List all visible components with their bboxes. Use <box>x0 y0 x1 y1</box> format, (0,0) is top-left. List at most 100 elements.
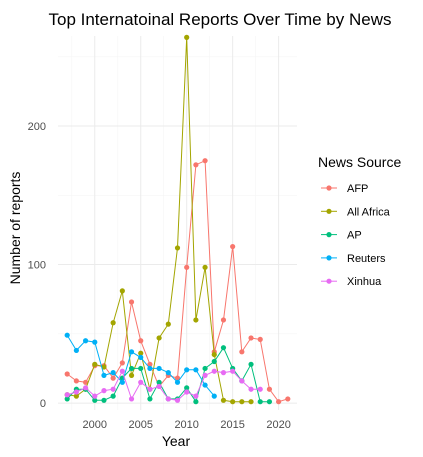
data-point <box>138 379 144 385</box>
legend-label: AP <box>347 230 362 242</box>
legend-label: All Africa <box>347 206 391 218</box>
x-tick-label: 2020 <box>266 419 290 431</box>
data-point <box>165 321 171 327</box>
data-point <box>128 365 135 372</box>
data-point <box>156 335 162 341</box>
data-point <box>174 379 181 385</box>
data-point <box>82 385 89 391</box>
data-point <box>128 299 135 305</box>
data-point <box>92 397 98 403</box>
data-point <box>138 365 144 372</box>
x-tick-label: 2000 <box>83 419 107 431</box>
data-point <box>156 365 162 372</box>
data-point <box>220 370 227 376</box>
data-point <box>119 379 125 385</box>
data-point <box>266 386 273 392</box>
data-point <box>156 383 162 390</box>
legend-title: News Source <box>318 154 401 170</box>
data-point <box>73 378 79 384</box>
data-point <box>248 361 254 367</box>
data-point <box>119 360 125 366</box>
data-point <box>276 399 282 405</box>
data-point <box>239 378 245 384</box>
data-point <box>82 379 89 385</box>
data-point <box>64 396 70 402</box>
data-point <box>73 389 79 395</box>
data-point <box>147 361 153 367</box>
data-point <box>184 385 190 391</box>
series-layer <box>64 34 291 405</box>
data-point <box>92 393 98 399</box>
data-point <box>92 339 98 345</box>
ticks: 2000 2005 2010 2015 2020 0 100 200 <box>28 121 291 431</box>
data-point <box>202 365 208 372</box>
legend-label: Reuters <box>347 253 386 265</box>
data-point <box>202 372 208 378</box>
legend-key-point <box>326 232 332 238</box>
legend-item: AP <box>321 230 362 242</box>
data-point <box>174 245 181 251</box>
data-point <box>257 386 263 392</box>
data-point <box>184 264 190 270</box>
data-point <box>73 393 79 399</box>
data-point <box>92 361 98 367</box>
data-point <box>138 354 144 360</box>
data-point <box>147 386 153 392</box>
data-point <box>193 317 199 323</box>
data-point <box>257 399 263 405</box>
data-point <box>147 365 153 372</box>
data-point <box>230 399 236 405</box>
data-point <box>101 372 107 378</box>
data-point <box>202 382 208 388</box>
data-point <box>230 368 236 374</box>
legend-item: All Africa <box>321 206 391 218</box>
data-point <box>220 317 227 323</box>
data-point <box>64 371 70 377</box>
y-tick-label: 0 <box>40 398 46 410</box>
x-tick-label: 2010 <box>174 419 198 431</box>
legend: News Source AFP All Africa AP Reuters Xinhua <box>318 154 401 288</box>
series-line <box>67 369 261 401</box>
y-axis-title: Number of reports <box>7 172 23 285</box>
data-point <box>248 399 254 405</box>
data-point <box>110 375 116 381</box>
data-point <box>110 393 116 399</box>
data-point <box>165 370 171 376</box>
x-tick-label: 2005 <box>128 419 152 431</box>
data-point <box>193 399 199 405</box>
data-point <box>211 368 217 374</box>
series-reuters <box>64 332 217 399</box>
data-point <box>220 345 227 351</box>
data-point <box>138 338 144 344</box>
x-axis-title: Year <box>162 433 191 449</box>
data-point <box>230 243 236 250</box>
data-point <box>110 320 116 326</box>
data-point <box>220 397 227 403</box>
legend-label: AFP <box>347 183 368 195</box>
data-point <box>193 162 199 168</box>
data-point <box>101 397 107 403</box>
data-point <box>64 332 70 338</box>
data-point <box>248 386 254 392</box>
data-point <box>193 393 199 399</box>
data-point <box>285 396 291 402</box>
data-point <box>128 396 135 402</box>
data-point <box>174 375 181 381</box>
data-point <box>73 347 79 354</box>
data-point <box>101 364 107 370</box>
data-point <box>257 336 263 342</box>
data-point <box>184 389 190 395</box>
x-tick-label: 2015 <box>220 419 244 431</box>
data-point <box>266 399 273 405</box>
legend-key-point <box>326 255 332 261</box>
data-point <box>211 358 217 365</box>
data-point <box>165 396 171 402</box>
data-point <box>184 34 190 40</box>
data-point <box>82 338 89 344</box>
data-point <box>202 264 208 270</box>
data-point <box>248 335 254 341</box>
data-point <box>101 388 107 394</box>
y-tick-label: 200 <box>28 121 46 133</box>
legend-key-point <box>326 185 332 191</box>
